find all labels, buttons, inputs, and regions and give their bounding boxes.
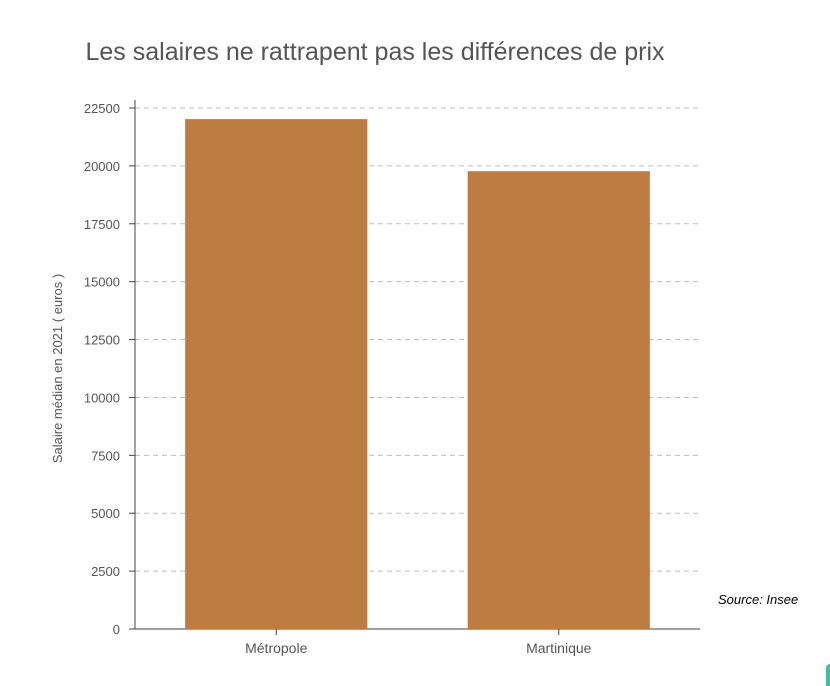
y-tick-label: 17500 <box>84 217 120 232</box>
y-tick-labels: 0 2500 5000 7500 10000 12500 15000 17500 20000 22… <box>84 101 120 637</box>
y-tick-label: 5000 <box>91 506 120 521</box>
y-tick-label: 0 <box>113 622 120 637</box>
x-tick-label: Métropole <box>245 640 307 656</box>
bar <box>185 119 368 629</box>
chart-title: Les salaires ne rattrapent pas les diffé… <box>85 38 665 66</box>
corner-decoration <box>826 664 830 686</box>
bar <box>467 171 650 629</box>
y-tick-label: 22500 <box>84 101 120 116</box>
y-tick-label: 15000 <box>84 275 120 290</box>
y-tick-label: 12500 <box>84 333 120 348</box>
y-tick-label: 10000 <box>84 390 120 405</box>
x-tick-labels: Métropole Martinique <box>245 640 592 656</box>
y-axis-label: Salaire médian en 2021 ( euros ) <box>50 274 65 463</box>
bars <box>185 119 650 629</box>
y-tick-label: 2500 <box>91 564 120 579</box>
x-tick-label: Martinique <box>526 640 592 656</box>
y-tick-label: 20000 <box>84 159 120 174</box>
y-tick-label: 7500 <box>91 448 120 463</box>
source-note: Source: Insee <box>718 592 799 607</box>
